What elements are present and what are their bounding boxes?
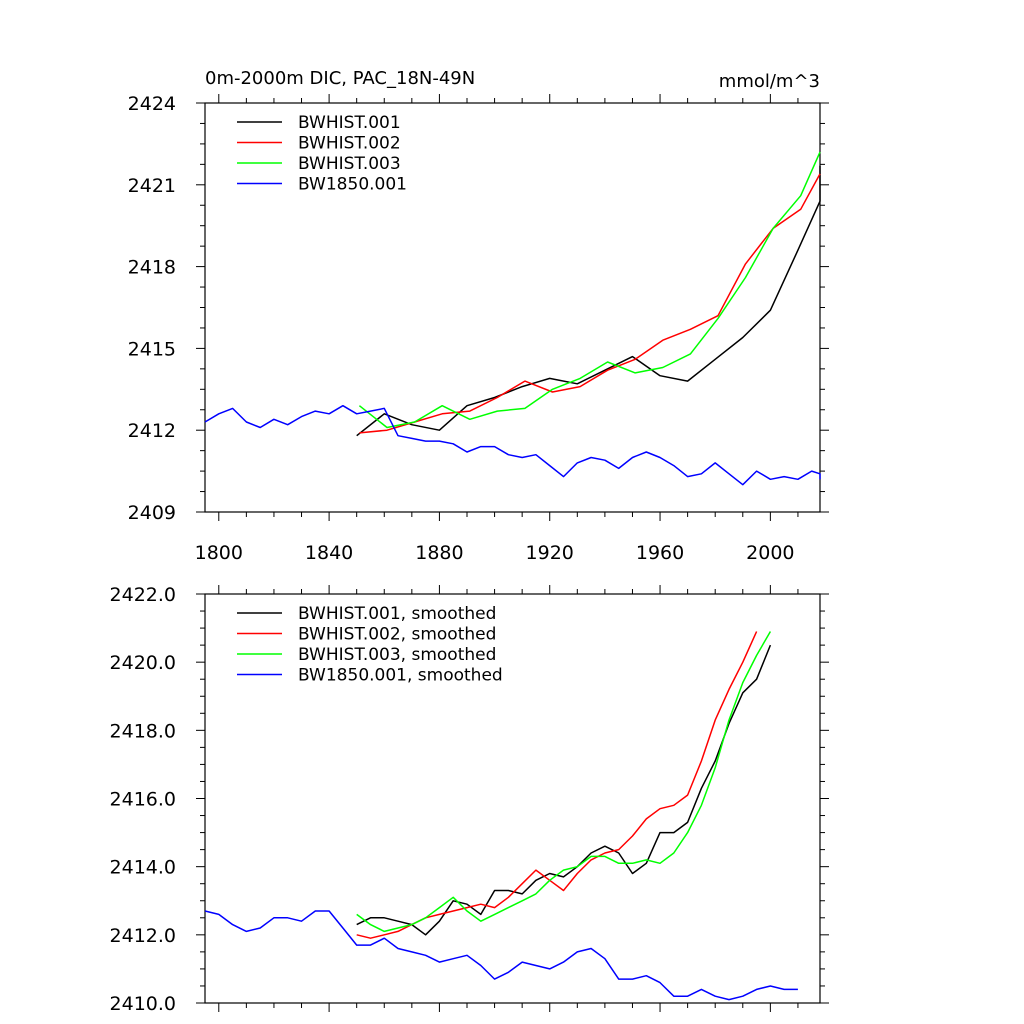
top-panel: 0m-2000m DIC, PAC_18N-49N mmol/m^3 2409 2… [128, 68, 829, 564]
legend-label: BWHIST.002, smoothed [298, 625, 496, 645]
legend-label: BWHIST.003, smoothed [298, 645, 496, 665]
series-line [204, 910, 798, 1001]
series-line [358, 151, 821, 429]
y-tick-label: 2416.0 [110, 789, 176, 811]
y-tick-label: 2421 [128, 175, 176, 197]
series-line [356, 644, 772, 936]
series-line [204, 404, 821, 486]
x-tick-label: 1840 [305, 542, 353, 564]
legend-label: BWHIST.001 [298, 113, 401, 133]
x-tick-label: 2000 [746, 542, 794, 564]
x-tick-label: 1920 [526, 542, 574, 564]
y-tick-label: 2424 [128, 93, 176, 115]
y-tick-label: 2415 [128, 338, 176, 360]
legend-label: BWHIST.003 [298, 154, 401, 174]
top-panel-title: 0m-2000m DIC, PAC_18N-49N [205, 68, 475, 89]
y-tick-label: 2414.0 [110, 857, 176, 879]
series-line [359, 173, 821, 434]
x-tick-label: 1880 [415, 542, 463, 564]
top-panel-units: mmol/m^3 [719, 71, 820, 92]
y-tick-label: 2412 [128, 420, 176, 442]
bottom-panel: 2410.0 2412.0 2414.0 2416.0 2418.0 2420.0 2422… [110, 584, 829, 1015]
y-tick-label: 2420.0 [110, 652, 176, 674]
legend-label: BWHIST.001, smoothed [298, 604, 496, 624]
y-tick-label: 2422.0 [110, 584, 176, 606]
legend-label: BW1850.001, smoothed [298, 666, 503, 686]
x-tick-label: 1800 [195, 542, 243, 564]
legend-label: BW1850.001 [298, 175, 407, 195]
series-line [356, 165, 821, 437]
legend-label: BWHIST.002 [298, 134, 401, 154]
y-tick-label: 2418 [128, 257, 176, 279]
x-tick-label: 1960 [636, 542, 684, 564]
series-line [356, 631, 772, 933]
y-tick-label: 2412.0 [110, 925, 176, 947]
y-tick-label: 2410.0 [110, 993, 176, 1015]
y-tick-label: 2409 [128, 502, 176, 524]
y-tick-label: 2418.0 [110, 720, 176, 742]
